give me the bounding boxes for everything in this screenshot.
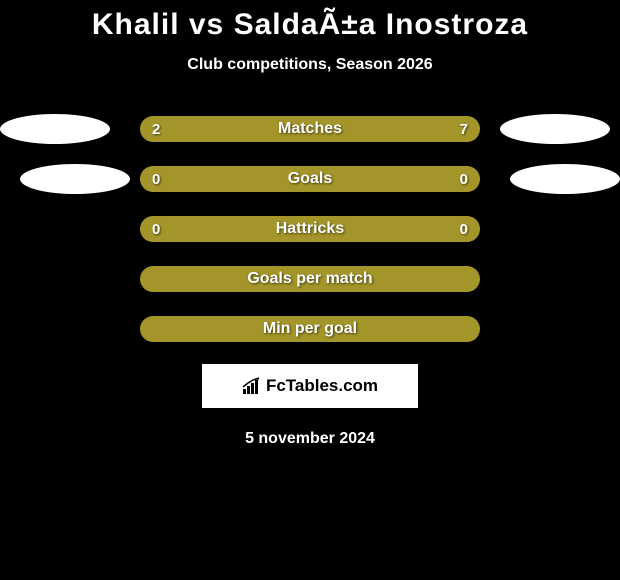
player-oval-right — [510, 164, 620, 194]
chart-icon — [242, 377, 262, 395]
stat-row: 0 0 Hattricks — [0, 214, 620, 244]
stat-label: Goals per match — [247, 270, 372, 288]
oval-spacer — [500, 214, 610, 244]
stat-label: Min per goal — [263, 320, 357, 338]
stat-value-left: 0 — [152, 221, 160, 238]
subtitle: Club competitions, Season 2026 — [0, 56, 620, 74]
stat-bar: 2 7 Matches — [140, 116, 480, 142]
stat-label: Goals — [288, 170, 332, 188]
infographic-container: Khalil vs SaldaÃ±a Inostroza Club compet… — [0, 0, 620, 448]
stat-value-right: 0 — [460, 171, 468, 188]
stat-value-right: 7 — [460, 121, 468, 138]
stat-bar: Goals per match — [140, 266, 480, 292]
stat-label: Hattricks — [276, 220, 344, 238]
logo-box: FcTables.com — [202, 364, 418, 408]
player-oval-left — [0, 114, 110, 144]
stat-bar: Min per goal — [140, 316, 480, 342]
stat-label: Matches — [278, 120, 342, 138]
stat-row: 2 7 Matches — [0, 114, 620, 144]
stat-value-left: 0 — [152, 171, 160, 188]
stat-row: Goals per match — [0, 264, 620, 294]
player-oval-right — [500, 114, 610, 144]
stat-row: 0 0 Goals — [0, 164, 620, 194]
stat-value-left: 2 — [152, 121, 160, 138]
logo-text: FcTables.com — [266, 376, 378, 396]
stat-bar: 0 0 Hattricks — [140, 216, 480, 242]
player-oval-left — [20, 164, 130, 194]
oval-spacer — [10, 214, 120, 244]
oval-spacer — [500, 264, 610, 294]
stat-bar: 0 0 Goals — [140, 166, 480, 192]
stats-list: 2 7 Matches 0 0 Goals 0 0 Hattricks Goals per mat… — [0, 114, 620, 344]
stat-row: Min per goal — [0, 314, 620, 344]
oval-spacer — [500, 314, 610, 344]
oval-spacer — [10, 264, 120, 294]
page-title: Khalil vs SaldaÃ±a Inostroza — [0, 8, 620, 42]
oval-spacer — [10, 314, 120, 344]
stat-value-right: 0 — [460, 221, 468, 238]
date-text: 5 november 2024 — [0, 430, 620, 448]
